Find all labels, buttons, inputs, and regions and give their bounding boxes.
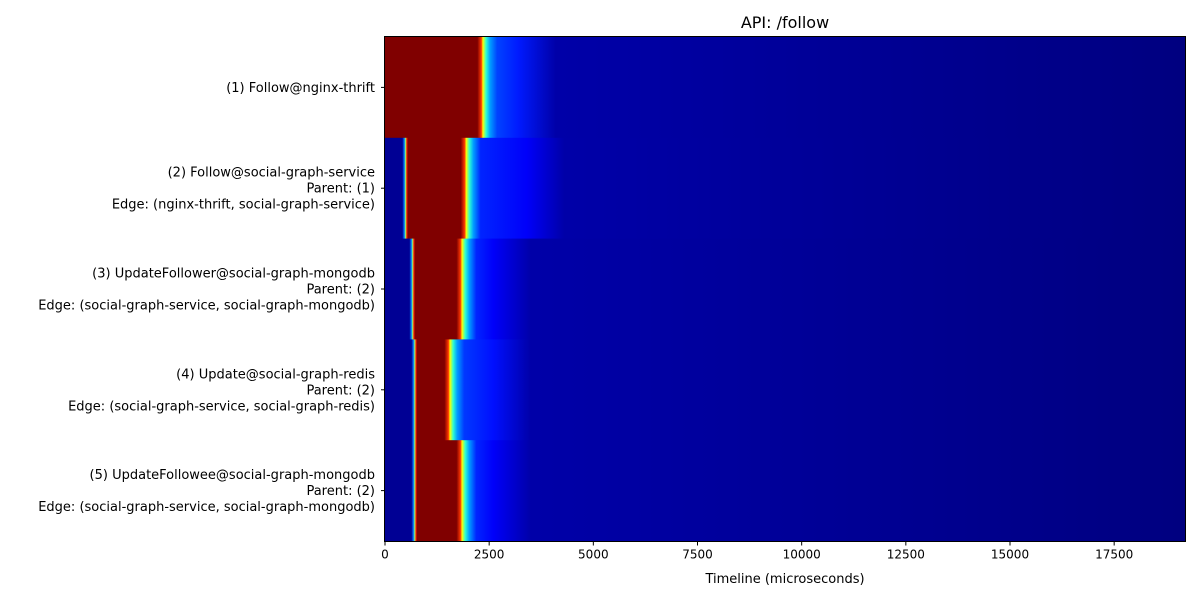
- row-label-line: (1) Follow@nginx-thrift: [226, 81, 375, 96]
- row-label-line: Edge: (social-graph-service, social-grap…: [38, 500, 375, 515]
- x-tick-label: 12500: [887, 548, 925, 562]
- heatmap-row-4: [385, 339, 1185, 441]
- row-label-line: (3) UpdateFollower@social-graph-mongodb: [92, 267, 375, 282]
- x-tick-label: 0: [381, 548, 389, 562]
- row-label-1: (1) Follow@nginx-thrift: [226, 81, 375, 96]
- row-label-line: (5) UpdateFollowee@social-graph-mongodb: [90, 468, 375, 483]
- row-label-line: Parent: (2): [306, 283, 375, 298]
- row-label-line: Parent: (2): [306, 484, 375, 499]
- plot-frame: [384, 36, 1186, 542]
- x-tick-label: 5000: [578, 548, 609, 562]
- heatmap-rows: [385, 37, 1185, 542]
- row-label-line: Edge: (social-graph-service, social-grap…: [38, 299, 375, 314]
- x-tick-label: 15000: [991, 548, 1029, 562]
- heatmap-row-5: [385, 440, 1185, 542]
- x-axis-label: Timeline (microseconds): [704, 572, 864, 587]
- row-label-3: (3) UpdateFollower@social-graph-mongodb P…: [38, 267, 375, 314]
- heatmap-row-2: [385, 137, 1185, 240]
- row-label-line: Edge: (social-graph-service, social-grap…: [68, 399, 375, 414]
- row-label-line: (2) Follow@social-graph-service: [168, 166, 375, 181]
- x-tick-label: 7500: [682, 548, 713, 562]
- row-label-line: Edge: (nginx-thrift, social-graph-servic…: [112, 198, 375, 213]
- row-labels: (1) Follow@nginx-thrift (2) Follow@social…: [38, 81, 385, 515]
- x-tick-label: 17500: [1095, 548, 1133, 562]
- x-tick-label: 10000: [783, 548, 821, 562]
- x-tick-label: 2500: [474, 548, 505, 562]
- row-label-5: (5) UpdateFollowee@social-graph-mongodb P…: [38, 468, 375, 515]
- row-label-line: (4) Update@social-graph-redis: [176, 367, 375, 382]
- row-label-4: (4) Update@social-graph-redis Parent: (2)…: [68, 367, 375, 414]
- chart-title: API: /follow: [741, 13, 829, 32]
- heatmap-row-3: [385, 238, 1185, 340]
- row-label-line: Parent: (1): [306, 182, 375, 197]
- heatmap-row-1: [385, 37, 1185, 139]
- x-axis-ticks: 0 2500 5000 7500 10000 12500 15000 17500: [381, 541, 1133, 562]
- row-label-2: (2) Follow@social-graph-service Parent: (…: [112, 166, 375, 213]
- row-label-line: Parent: (2): [306, 383, 375, 398]
